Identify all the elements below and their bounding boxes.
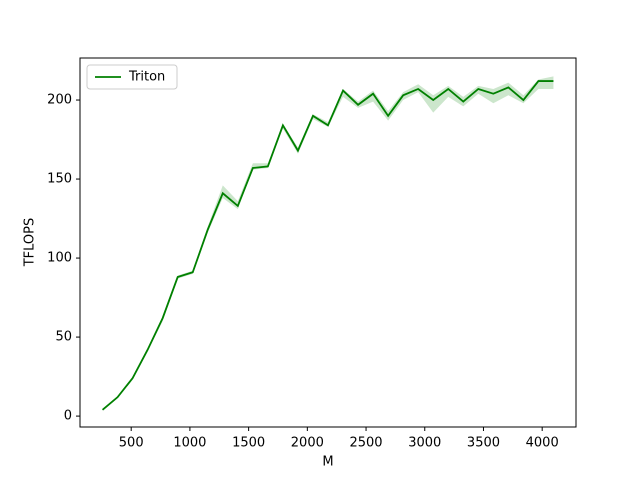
x-tick-label: 2000 (291, 436, 324, 451)
y-tick-label: 100 (47, 251, 72, 266)
y-tick-label: 50 (55, 330, 72, 345)
y-axis-label: TFLOPS (23, 218, 38, 268)
y-tick-label: 0 (64, 409, 72, 424)
x-tick-label: 3000 (408, 436, 441, 451)
line (101, 80, 554, 411)
legend-label: Triton (128, 70, 165, 85)
x-tick-label: 2500 (349, 436, 382, 451)
x-tick-label: 4000 (526, 436, 559, 451)
y-tick-label: 200 (47, 93, 72, 108)
x-axis-label: M (322, 455, 333, 470)
plot-frame (79, 57, 577, 428)
legend-box (86, 64, 178, 90)
y-tick-label: 150 (47, 172, 72, 187)
x-tick-label: 500 (119, 436, 144, 451)
x-tick-label: 1000 (173, 436, 206, 451)
x-tick-label: 1500 (232, 436, 265, 451)
x-tick-label: 3500 (467, 436, 500, 451)
band (102, 76, 554, 411)
